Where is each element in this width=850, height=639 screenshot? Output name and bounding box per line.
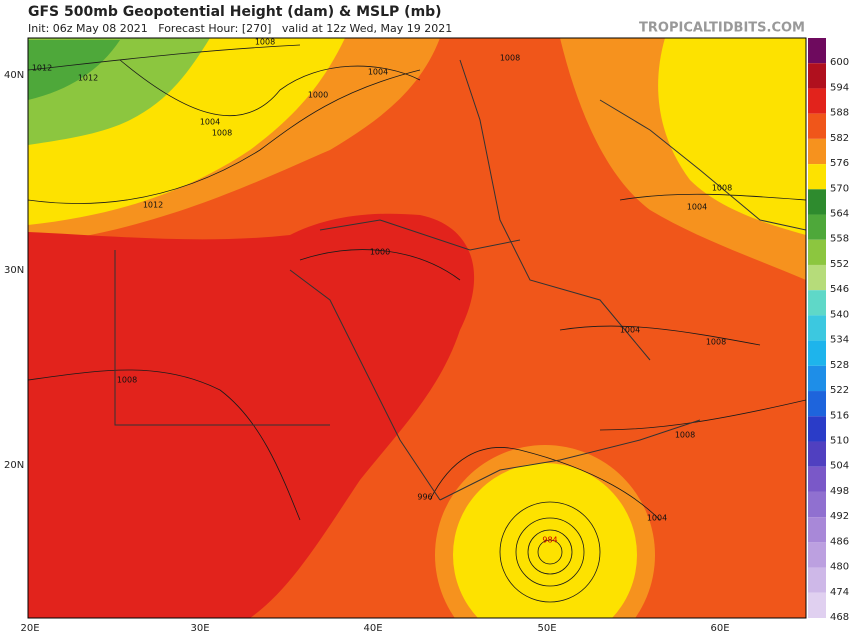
colorbar-swatch	[808, 264, 826, 291]
colorbar-label: 558	[830, 234, 849, 245]
lat-label: 40N	[4, 70, 24, 81]
contour-label: 996	[417, 493, 432, 502]
colorbar-swatch	[808, 391, 826, 417]
colorbar-swatch	[808, 315, 826, 341]
contour-label: 1004	[368, 68, 388, 77]
colorbar-swatch	[808, 63, 826, 89]
contour-label: 1008	[212, 129, 232, 138]
contour-label: 1008	[706, 338, 726, 347]
colorbar-swatch	[808, 239, 826, 265]
colorbar-swatch	[808, 113, 826, 139]
contour-label: 1004	[200, 118, 220, 127]
colorbar-label: 486	[830, 536, 849, 547]
colorbar-swatch	[808, 340, 826, 366]
colorbar-label: 522	[830, 385, 849, 396]
lat-label: 30N	[4, 265, 24, 276]
colorbar-label: 516	[830, 410, 849, 421]
colorbar-label: 552	[830, 259, 849, 270]
colorbar-label: 564	[830, 209, 849, 220]
colorbar-label: 588	[830, 108, 849, 119]
contour-label: 984	[542, 536, 557, 545]
colorbar-label: 474	[830, 587, 849, 598]
lat-label: 20N	[4, 460, 24, 471]
lon-label: 40E	[363, 623, 382, 634]
lon-label: 50E	[537, 623, 556, 634]
borders	[114, 59, 806, 501]
contour-label: 1008	[712, 184, 732, 193]
contour-label: 1008	[117, 376, 137, 385]
colorbar-label: 498	[830, 486, 849, 497]
colorbar-swatch	[808, 365, 826, 392]
subtitle: Init: 06z May 08 2021 Forecast Hour: [27…	[28, 22, 452, 35]
field-570	[658, 38, 806, 235]
colorbar-swatch	[808, 214, 826, 240]
colorbar-label: 504	[830, 461, 849, 472]
colorbar-label: 600	[830, 57, 849, 68]
colorbar-label: 540	[830, 309, 849, 320]
colorbar-swatch	[808, 290, 826, 316]
colorbar-swatch	[808, 567, 826, 593]
contour-label: 1012	[32, 64, 52, 73]
contour-label: 1008	[255, 38, 275, 47]
colorbar-label: 534	[830, 335, 849, 346]
colorbar-swatch	[808, 38, 826, 64]
map	[28, 38, 806, 618]
colorbar-swatch	[808, 164, 826, 190]
lon-label: 60E	[710, 623, 729, 634]
colorbar-label: 510	[830, 435, 849, 446]
colorbar-swatch	[808, 441, 826, 467]
field-558	[28, 40, 120, 100]
colorbar-label: 582	[830, 133, 849, 144]
colorbar-label: 492	[830, 511, 849, 522]
contour-label: 1012	[143, 201, 163, 210]
colorbar-swatch	[808, 189, 826, 215]
field-588	[28, 213, 475, 618]
isobars	[28, 44, 806, 603]
colorbar-swatch	[808, 491, 826, 518]
colorbar-label: 546	[830, 284, 849, 295]
colorbar-label: 528	[830, 360, 849, 371]
contour-label: 1000	[308, 91, 328, 100]
contour-label: 1000	[370, 248, 390, 257]
colorbar-label: 480	[830, 562, 849, 573]
map-frame	[27, 37, 807, 619]
colorbar-label: 468	[830, 612, 849, 623]
colorbar-swatch	[808, 542, 826, 568]
lon-label: 30E	[190, 623, 209, 634]
colorbar-swatch	[808, 138, 826, 165]
colorbar-label: 570	[830, 183, 849, 194]
field-570	[453, 463, 637, 618]
contour-label: 1004	[620, 326, 640, 335]
colorbar-swatch	[808, 592, 826, 618]
contour-label: 1004	[687, 203, 707, 212]
colorbar-swatch	[808, 466, 826, 492]
contour-label: 1008	[500, 54, 520, 63]
colorbar-swatch	[808, 88, 826, 114]
colorbar-swatch	[808, 517, 826, 543]
colorbar-swatch	[808, 416, 826, 442]
contour-label: 1012	[78, 74, 98, 83]
colorbar-label: 594	[830, 82, 849, 93]
site-name: TROPICALTIDBITS.COM	[639, 21, 805, 36]
colorbar-label: 576	[830, 158, 849, 169]
title: GFS 500mb Geopotential Height (dam) & MS…	[28, 4, 442, 20]
contour-label: 1008	[675, 431, 695, 440]
contour-label: 1004	[647, 514, 667, 523]
lon-label: 20E	[20, 623, 39, 634]
